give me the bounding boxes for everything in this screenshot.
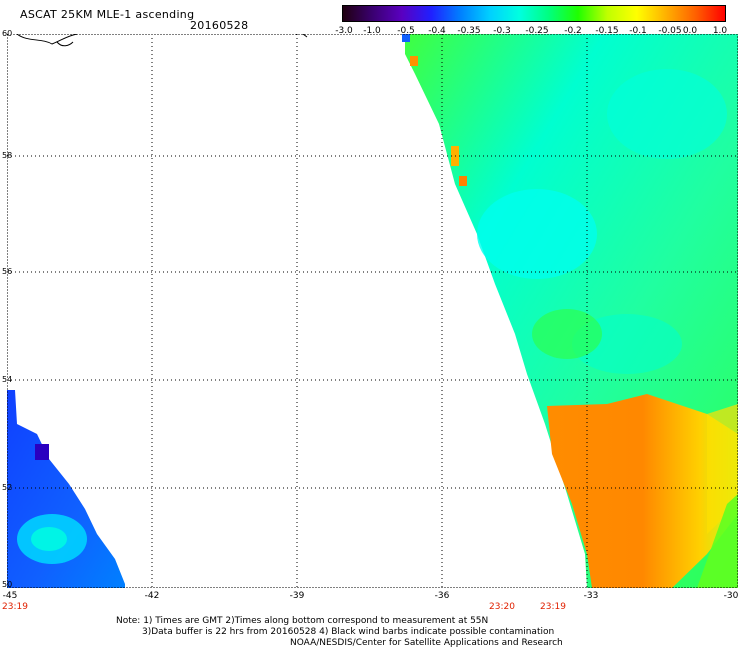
- edge-cell: [35, 444, 49, 460]
- green-band: [697, 494, 738, 588]
- pass-time: 23:19: [540, 602, 566, 612]
- edge-cell: [459, 176, 467, 186]
- lat-label: 50: [2, 580, 13, 589]
- coastline: [302, 34, 308, 38]
- colorbar-label: -0.3: [493, 26, 511, 36]
- green-patch: [532, 309, 602, 359]
- lat-label: 52: [2, 483, 13, 492]
- cyan-patch: [477, 189, 597, 279]
- edge-cell: [410, 56, 418, 66]
- cyan-patch: [607, 69, 727, 159]
- colorbar-label: -0.4: [428, 26, 446, 36]
- cyan-patch: [31, 527, 67, 551]
- colorbar-label: -0.25: [525, 26, 549, 36]
- colorbar-label: -0.35: [457, 26, 481, 36]
- edge-cell: [402, 34, 410, 42]
- colorbar-label: 0.0: [682, 26, 698, 36]
- colorbar-label: -3.0: [335, 26, 353, 36]
- footnote-line: 3)Data buffer is 22 hrs from 20160528 4)…: [142, 627, 555, 637]
- orange-region: [547, 394, 738, 588]
- lon-gridlines: [151, 34, 588, 588]
- chart-date: 20160528: [190, 19, 249, 32]
- lon-label: -39: [289, 591, 305, 601]
- map-frame: [7, 34, 738, 588]
- lon-label: -45: [2, 591, 18, 601]
- colorbar-gradient: [342, 5, 726, 22]
- colorbar-label: -1.0: [363, 26, 381, 36]
- colorbar-label: -0.2: [564, 26, 582, 36]
- lat-label: 54: [2, 375, 13, 384]
- lon-label: -36: [434, 591, 450, 601]
- lat-label: 60: [2, 29, 13, 38]
- colorbar-label: -0.1: [629, 26, 647, 36]
- colorbar-legend: -3.0 -1.0 -0.5 -0.4 -0.35 -0.3 -0.25 -0.…: [335, 4, 730, 38]
- footnote-line: NOAA/NESDIS/Center for Satellite Applica…: [290, 638, 563, 648]
- chart-title: ASCAT 25KM MLE-1 ascending: [20, 8, 195, 21]
- colorbar-label: 1.0: [712, 26, 728, 36]
- lon-label: -30: [723, 591, 739, 601]
- lat-label: 58: [2, 151, 13, 160]
- coastline: [16, 34, 78, 47]
- colorbar-label: -0.5: [397, 26, 415, 36]
- footnote-line: Note: 1) Times are GMT 2)Times along bot…: [116, 616, 489, 626]
- colorbar-label: -0.05: [658, 26, 682, 36]
- scatterometer-map: [7, 34, 738, 588]
- colorbar-label: -0.15: [595, 26, 619, 36]
- pass-time: 23:20: [489, 602, 515, 612]
- lon-label: -42: [144, 591, 160, 601]
- lon-label: -33: [583, 591, 599, 601]
- pass-time: 23:19: [2, 602, 28, 612]
- lat-label: 56: [2, 267, 13, 276]
